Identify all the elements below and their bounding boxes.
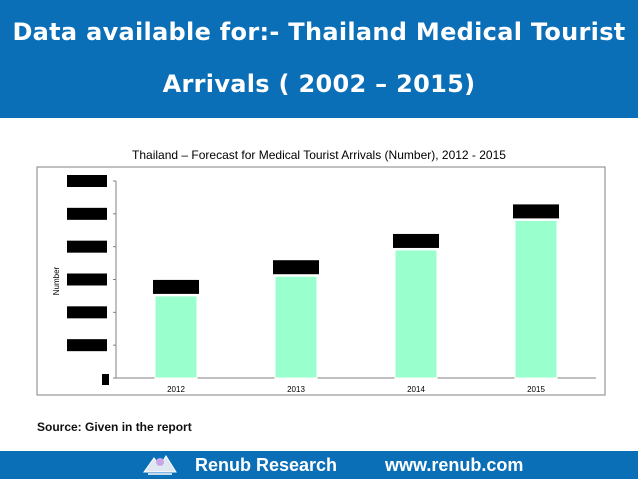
x-tick-label: 2012 [167,385,185,394]
bar-2014 [394,249,438,379]
page-title-line-2: Arrivals ( 2002 – 2015) [162,70,476,98]
bar-series [153,204,559,379]
y-tick-label-redacted [67,240,107,253]
bar-2013 [274,275,318,379]
title-banner: Data available for:- Thailand Medical To… [0,0,638,118]
renub-logo-icon [143,455,177,475]
x-tick-label: 2014 [407,385,425,394]
company-name: Renub Research [195,455,338,475]
data-label-redacted-2012 [153,279,199,294]
y-axis-label: Number [52,266,61,295]
y-tick-label-redacted [67,273,107,286]
bar-2015 [514,219,558,379]
y-tick-label-redacted [67,339,107,352]
page-title-line-1: Data available for:- Thailand Medical To… [12,18,626,46]
source-note: Source: Given in the report [37,420,192,434]
bar-2012 [154,295,198,379]
x-tick-label: 2015 [527,385,545,394]
footer-bar: Renub Research www.renub.com [0,451,638,479]
y-axis-ticks [67,175,116,385]
x-tick-label: 2013 [287,385,305,394]
x-axis-tick-labels: 2012 2013 2014 2015 [167,385,545,394]
bar-chart: Number 2012 2013 2014 2015 [36,166,606,396]
chart-title: Thailand – Forecast for Medical Tourist … [132,148,506,162]
y-tick-label-redacted [67,175,107,187]
website-link[interactable]: www.renub.com [385,455,524,475]
data-label-redacted-2015 [513,204,559,219]
y-tick-label-redacted [102,374,109,385]
chart-frame [36,166,606,396]
y-tick-label-redacted [67,306,107,319]
data-label-redacted-2014 [393,233,439,248]
y-tick-label-redacted [67,207,107,220]
data-label-redacted-2013 [273,260,319,275]
